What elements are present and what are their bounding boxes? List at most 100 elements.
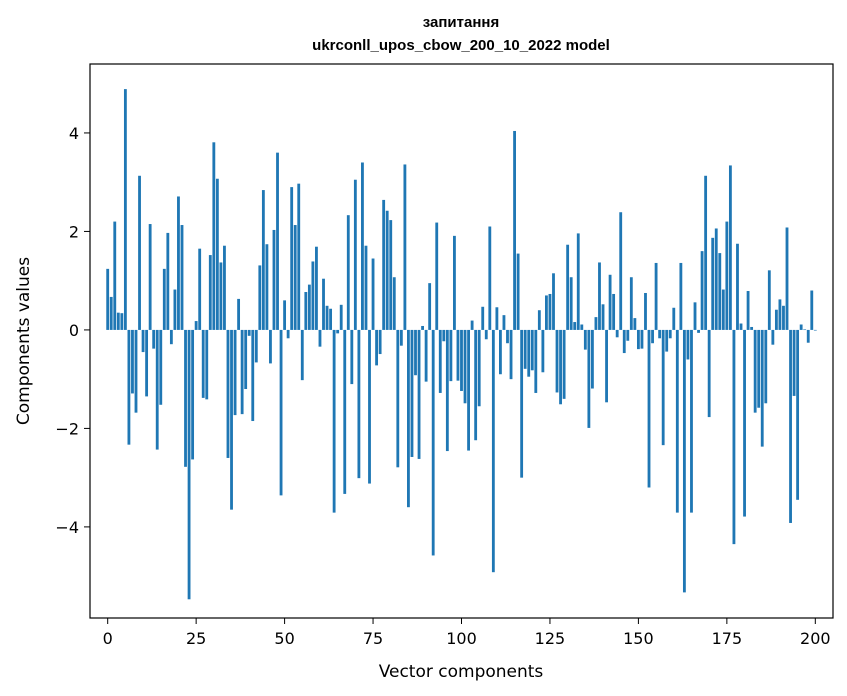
- bar-123: [541, 329, 545, 373]
- bar-10: [141, 329, 145, 353]
- bar-163: [682, 329, 686, 593]
- bar-6: [127, 329, 131, 445]
- bar-159: [668, 329, 672, 339]
- bar-189: [774, 309, 778, 330]
- bar-144: [615, 329, 619, 338]
- bar-139: [598, 262, 601, 330]
- bar-158: [665, 329, 669, 352]
- bar-40: [247, 329, 251, 336]
- bar-191: [782, 305, 785, 330]
- bar-199: [810, 290, 814, 330]
- bar-32: [219, 262, 223, 330]
- bar-162: [679, 262, 683, 330]
- bar-108: [488, 226, 492, 330]
- bar-92: [431, 329, 435, 556]
- bar-149: [633, 318, 637, 330]
- bar-157: [661, 329, 665, 446]
- bar-83: [399, 329, 403, 346]
- bar-87: [414, 329, 417, 376]
- bar-151: [640, 329, 644, 349]
- bar-126: [552, 273, 555, 330]
- bar-34: [226, 329, 230, 458]
- bar-80: [389, 220, 393, 330]
- y-tick-label: 2: [69, 222, 79, 241]
- bar-14: [155, 329, 159, 450]
- bar-19: [173, 289, 177, 330]
- bar-128: [559, 329, 562, 405]
- bar-72: [361, 162, 364, 330]
- bar-49: [279, 329, 283, 496]
- bar-11: [145, 329, 149, 397]
- bar-46: [269, 329, 272, 364]
- bar-124: [545, 295, 548, 330]
- bar-179: [739, 323, 743, 330]
- bar-86: [410, 329, 414, 457]
- bar-44: [261, 190, 265, 330]
- bar-9: [138, 175, 141, 330]
- bar-81: [392, 277, 396, 330]
- bar-169: [704, 175, 708, 330]
- bar-24: [191, 329, 195, 460]
- bar-78: [382, 199, 386, 330]
- bar-194: [792, 329, 796, 396]
- bar-31: [215, 178, 219, 330]
- bar-62: [325, 305, 329, 330]
- bar-5: [123, 89, 127, 330]
- bar-171: [711, 237, 715, 330]
- bar-114: [509, 329, 513, 380]
- bar-63: [329, 308, 333, 330]
- bar-89: [421, 325, 424, 330]
- bar-129: [562, 329, 566, 399]
- bar-177: [732, 329, 736, 545]
- bar-146: [622, 329, 626, 354]
- bar-74: [368, 329, 371, 484]
- bar-156: [658, 329, 662, 339]
- bar-84: [403, 164, 407, 330]
- bar-97: [449, 329, 453, 382]
- bar-82: [396, 329, 400, 468]
- bar-188: [771, 329, 775, 345]
- x-tick-label: 175: [712, 629, 743, 648]
- bar-70: [353, 179, 357, 330]
- x-tick-label: 125: [535, 629, 566, 648]
- bar-69: [350, 329, 354, 385]
- bar-111: [499, 329, 502, 375]
- bars-group: [106, 89, 817, 600]
- bar-77: [378, 329, 382, 355]
- bar-54: [297, 183, 301, 330]
- bar-141: [605, 329, 608, 403]
- bar-167: [697, 329, 700, 333]
- bar-153: [647, 329, 651, 488]
- bar-120: [530, 329, 534, 371]
- bar-48: [276, 152, 279, 330]
- bar-125: [548, 293, 552, 330]
- bar-154: [651, 329, 654, 344]
- bar-164: [686, 329, 690, 360]
- bar-148: [629, 277, 633, 330]
- bar-71: [357, 329, 361, 479]
- bar-15: [159, 329, 163, 405]
- bar-107: [484, 329, 488, 340]
- bar-36: [233, 329, 237, 416]
- bar-47: [272, 229, 276, 330]
- bar-13: [152, 329, 156, 349]
- y-tick-label: 0: [69, 321, 79, 340]
- bar-99: [456, 329, 460, 381]
- bar-104: [474, 329, 478, 441]
- x-axis-label: Vector components: [379, 662, 544, 682]
- bar-103: [470, 320, 474, 330]
- bar-60: [318, 329, 322, 347]
- bar-1: [109, 296, 113, 330]
- bar-166: [693, 302, 697, 330]
- bar-200: [813, 329, 817, 331]
- bar-142: [608, 274, 612, 330]
- bar-132: [573, 322, 577, 330]
- bar-182: [750, 326, 754, 330]
- bar-42: [254, 329, 258, 363]
- bar-183: [753, 329, 757, 413]
- bar-196: [799, 324, 803, 330]
- bar-23: [187, 329, 191, 600]
- bar-138: [594, 317, 598, 330]
- bar-135: [583, 329, 587, 350]
